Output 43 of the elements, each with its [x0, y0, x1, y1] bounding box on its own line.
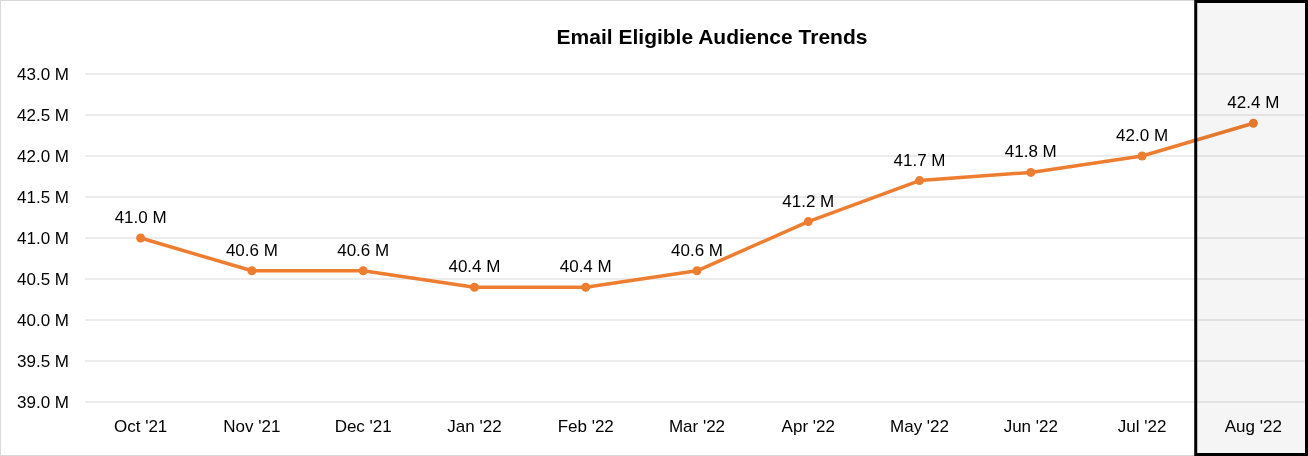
x-tick-label: Dec '21	[334, 417, 392, 436]
y-tick-label: 41.5 M	[17, 187, 69, 207]
data-label: 42.4 M	[1227, 93, 1280, 113]
point	[1248, 118, 1258, 128]
x-tick-label: Mar '22	[668, 417, 726, 436]
data-label: 40.6 M	[671, 240, 723, 260]
data-label: 40.6 M	[225, 240, 278, 260]
x-tick-label: Nov '21	[223, 417, 281, 436]
x-tick-label: Jul '22	[1117, 417, 1167, 436]
point	[803, 217, 813, 227]
x-tick-label: Apr '22	[781, 417, 835, 436]
data-label: 40.6 M	[337, 240, 390, 260]
point	[1137, 151, 1147, 161]
x-tick-label: Jan '22	[447, 417, 502, 436]
data-label: 42.0 M	[1116, 126, 1169, 145]
point	[692, 266, 702, 276]
y-tick-label: 39.0 M	[17, 392, 69, 412]
x-tick-label: Jun '22	[1003, 417, 1058, 436]
y-tick-label: 40.0 M	[17, 310, 69, 330]
point	[1026, 167, 1036, 177]
data-label: 41.8 M	[1004, 142, 1057, 162]
chart-title: Email Eligible Audience Trends	[556, 25, 868, 48]
x-tick-label: Aug '22	[1224, 417, 1282, 436]
data-label: 40.4 M	[559, 257, 612, 277]
point	[469, 282, 479, 292]
data-label: 41.2 M	[782, 191, 835, 211]
point	[581, 282, 591, 292]
data-label: 41.0 M	[114, 208, 167, 227]
x-tick-label: Feb '22	[557, 417, 614, 436]
point	[247, 266, 257, 276]
data-label: 40.4 M	[448, 257, 501, 277]
y-tick-label: 43.0 M	[17, 64, 69, 84]
point	[358, 266, 368, 276]
y-tick-label: 42.0 M	[17, 146, 69, 166]
y-tick-label: 41.0 M	[17, 228, 69, 248]
x-tick-label: May '22	[890, 417, 950, 436]
data-label: 41.7 M	[893, 150, 946, 170]
y-tick-label: 40.5 M	[17, 269, 69, 289]
point	[915, 176, 925, 186]
y-tick-label: 42.5 M	[17, 105, 69, 125]
y-tick-label: 39.5 M	[17, 351, 69, 371]
point	[136, 233, 146, 243]
x-tick-label: Oct '21	[113, 417, 168, 436]
